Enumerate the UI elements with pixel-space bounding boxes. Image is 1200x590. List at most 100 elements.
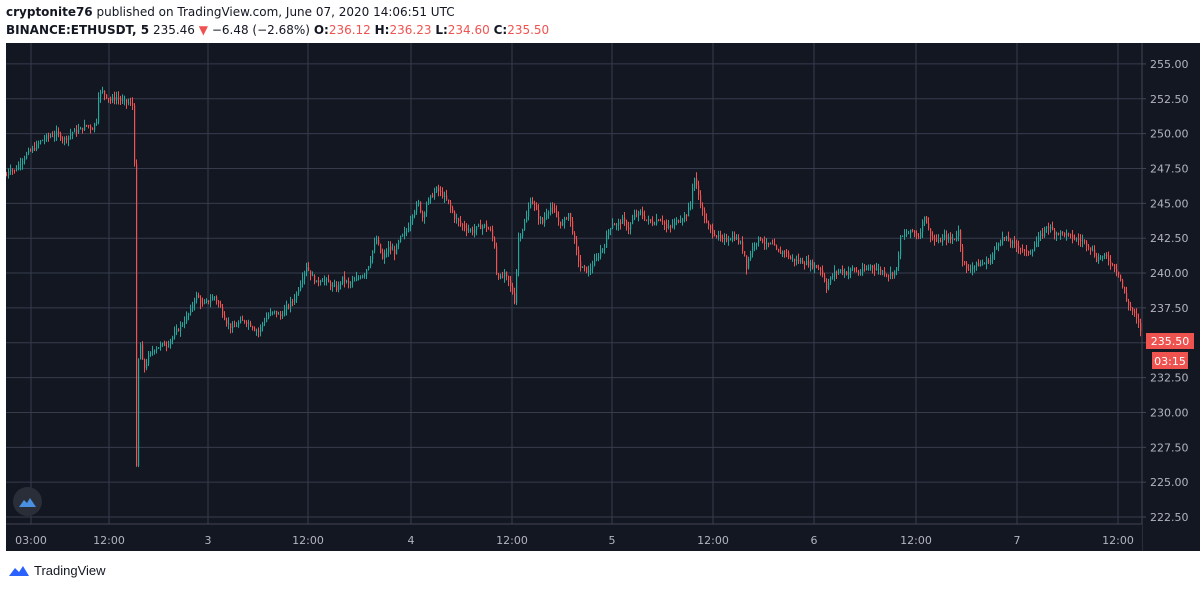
candle-body [410,220,412,228]
candle-body [78,129,80,133]
candle [106,94,108,100]
candle [642,206,644,220]
candle [834,265,836,282]
candle-body [532,201,534,204]
publisher-name[interactable]: cryptonite76 [6,5,93,19]
candle [766,238,768,250]
candle [842,265,844,276]
candle-body [676,220,678,222]
candle-body [698,185,700,196]
candle [272,311,274,316]
candle-body [370,259,372,267]
candle [156,346,158,354]
candle [696,172,698,190]
candle-body [364,274,366,276]
candle-body [628,227,630,230]
candle-body [366,269,368,275]
candle-body [314,275,316,283]
candle-body [192,305,194,309]
candle-body [592,265,594,269]
candle-body [1102,255,1104,258]
candle [690,201,692,211]
candle [1048,222,1050,235]
candle [424,211,426,224]
candle-body [772,243,774,245]
candle-body [796,259,798,262]
candle [1040,230,1042,242]
candle [564,216,566,229]
candle [164,340,166,347]
candle-body [484,224,486,227]
candle [322,278,324,282]
candle-body [280,313,282,317]
candle [198,292,200,299]
candle [368,265,370,271]
candle-body [528,207,530,217]
candle-body [406,231,408,233]
candle [816,264,818,269]
candle-body [138,359,140,466]
candle-body [536,204,538,210]
candle-body [722,237,724,239]
candle [1122,278,1124,289]
candle [576,235,578,256]
candle [608,229,610,240]
candle-body [94,123,96,130]
candle-body [20,163,22,165]
candle-body [1004,237,1006,239]
candle-body [998,242,1000,246]
candlestick-chart[interactable]: 255.00 252.50 250.00 247.50 245.00 242.50 240.… [0,0,1200,551]
candle [610,227,612,236]
candle-body [1130,305,1132,308]
candle-body [1114,264,1116,270]
candle [280,310,282,320]
candle [980,260,982,267]
candle-body [148,354,150,364]
candle [1132,307,1134,315]
candle-body [924,216,926,222]
candle-body [586,266,588,273]
candle-body [354,280,356,282]
candle [446,189,448,201]
close-label: C: [493,23,508,37]
candle-body [242,320,244,321]
candle [244,319,246,324]
candle [682,217,684,226]
symbol-label[interactable]: BINANCE:ETHUSDT, 5 [6,23,150,37]
candle [516,269,518,305]
candle-body [74,129,76,133]
candle-body [812,262,814,268]
candle-body [840,269,842,272]
tradingview-chart-logo[interactable] [13,487,42,516]
candle [1062,231,1064,236]
candle [628,221,630,235]
candle [880,266,882,276]
candle [988,258,990,265]
candle [252,325,254,331]
candle-body [558,217,560,222]
candle [14,169,16,174]
candle [742,236,744,254]
candle [1086,240,1088,252]
candle [162,342,164,347]
candle-body [158,347,160,349]
candle [1066,229,1068,241]
candle [216,295,218,305]
candle [438,184,440,197]
candle-body [952,238,954,240]
candle [698,180,700,201]
candle [858,269,860,276]
candle [530,197,532,209]
footer-brand[interactable]: TradingView [8,563,106,578]
candle [388,241,390,257]
candle [8,168,10,179]
candle [1088,243,1090,251]
candle [1108,251,1110,266]
candle [962,243,964,267]
candle [378,236,380,246]
candle-body [498,274,500,279]
candle-body [26,153,28,159]
candle [970,264,972,273]
candle [822,265,824,278]
candle-body [996,245,998,250]
